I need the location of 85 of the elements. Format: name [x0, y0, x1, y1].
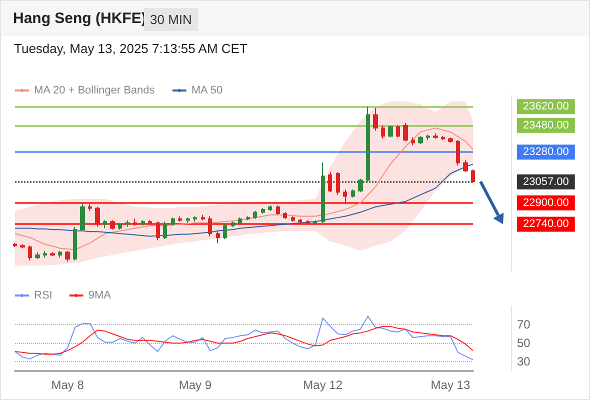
candlestick — [471, 168, 475, 184]
candlestick — [381, 124, 385, 140]
candlestick — [283, 212, 287, 220]
candlestick — [193, 216, 197, 222]
candlestick — [268, 205, 272, 212]
x-tick-label: May 9 — [178, 378, 212, 392]
candlestick — [103, 220, 107, 229]
candlestick — [201, 214, 205, 221]
candlestick — [261, 208, 265, 214]
x-tick-label: May 12 — [303, 378, 343, 392]
candlestick — [403, 122, 408, 142]
candlestick — [396, 124, 400, 138]
line-series — [14, 326, 474, 355]
candlestick — [178, 216, 182, 222]
candlestick — [171, 217, 175, 226]
y-tick-label: 70 — [517, 318, 531, 332]
candlestick — [110, 220, 115, 230]
candlestick — [456, 140, 460, 166]
candlestick — [336, 172, 340, 196]
text: 30 MIN — [150, 12, 192, 27]
y-tick-label: 30 — [517, 354, 531, 369]
x-tick-label: May 8 — [51, 378, 84, 392]
candlestick — [80, 202, 85, 232]
legend-label: RSI — [34, 290, 52, 302]
line-series — [14, 128, 474, 250]
legend-label: MA 20 + Bollinger Bands — [34, 84, 156, 96]
candlestick — [13, 242, 17, 248]
y-tick-label: 23280.00 — [523, 146, 569, 158]
candlestick — [141, 220, 145, 226]
candlestick — [73, 226, 77, 261]
legend-label: MA 50 — [191, 84, 223, 96]
candlestick — [276, 205, 280, 216]
y-tick-label: 23620.00 — [523, 100, 569, 113]
candlestick — [411, 136, 415, 146]
candlestick — [223, 224, 227, 240]
candlestick — [291, 216, 295, 222]
y-tick-label: 50 — [517, 336, 531, 350]
candlestick — [366, 106, 370, 182]
candlestick — [163, 221, 167, 240]
candlestick — [208, 216, 212, 237]
candlestick — [118, 222, 122, 230]
candlestick — [156, 221, 160, 241]
candlestick — [373, 108, 378, 132]
candlestick — [448, 136, 453, 144]
candlestick — [238, 217, 242, 225]
candlestick — [463, 160, 468, 173]
candlestick — [358, 178, 363, 193]
candlestick — [58, 250, 62, 258]
candlestick — [388, 124, 393, 138]
candlestick — [65, 250, 70, 262]
candlestick — [125, 220, 130, 228]
candlestick — [441, 136, 445, 141]
candlestick — [328, 172, 332, 193]
candlestick — [246, 216, 250, 221]
candlestick — [28, 245, 32, 261]
candlestick — [186, 217, 190, 224]
candlestick — [433, 132, 438, 140]
candlestick — [351, 189, 355, 198]
candlestick — [426, 134, 430, 141]
line-series — [14, 316, 474, 360]
candlestick — [321, 162, 325, 224]
chart-subtitle: Tuesday, May 13, 2025 7:13:55 AM CET — [14, 41, 248, 56]
x-tick-label: May 13 — [430, 378, 470, 392]
candlestick — [50, 252, 55, 257]
candlestick — [231, 221, 235, 228]
candlestick — [343, 189, 347, 205]
legend-label: 9MA — [88, 290, 112, 302]
candlestick — [216, 230, 220, 244]
y-tick-label: 22740.00 — [523, 218, 569, 230]
candlestick — [133, 218, 137, 226]
candlestick — [306, 220, 310, 225]
y-tick-label: 23480.00 — [523, 119, 569, 132]
candlestick — [313, 220, 317, 225]
candlestick — [35, 252, 40, 260]
candlestick — [95, 206, 100, 228]
y-tick-label: 22900.00 — [523, 196, 569, 209]
candlestick — [148, 220, 152, 225]
candlestick — [418, 136, 423, 145]
candlestick — [298, 218, 302, 224]
candlestick — [253, 210, 257, 220]
candlestick — [43, 250, 47, 258]
candlestick — [20, 244, 25, 249]
candlestick — [88, 204, 92, 212]
line-series — [14, 164, 474, 237]
y-tick-label: 23057.00 — [523, 176, 569, 188]
